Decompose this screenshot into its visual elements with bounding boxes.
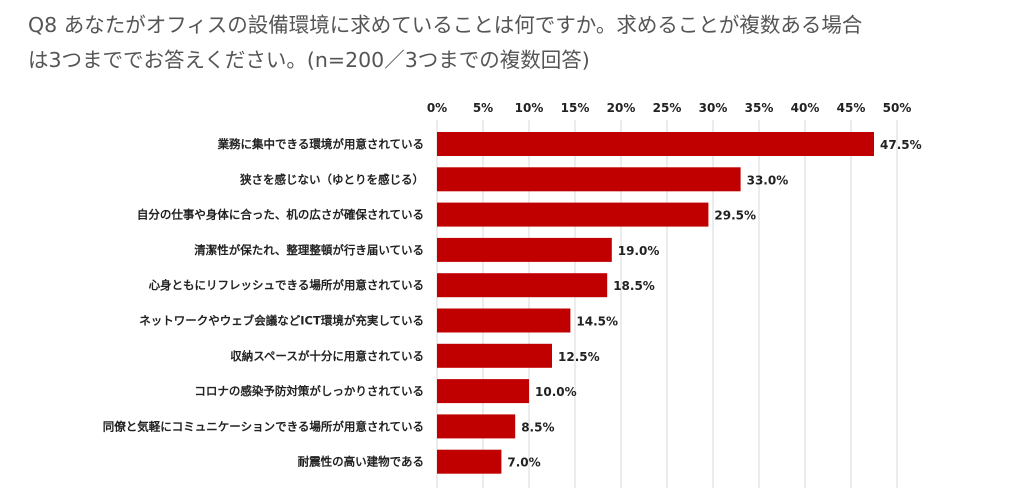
bar-chart: 0% 5% 10% 15% 20% 25% 30% 35% 40% 45% 50% 業務に集中できる… — [103, 101, 922, 488]
x-tick-label: 5% — [473, 101, 493, 115]
bar — [437, 202, 709, 227]
category-label: 清潔性が保たれ、整理整頓が行き届いている — [194, 243, 424, 257]
bar — [437, 273, 608, 298]
value-label: 14.5% — [576, 315, 618, 329]
x-tick-label: 30% — [699, 101, 728, 115]
category-label: コロナの感染予防対策がしっかりされている — [194, 384, 424, 398]
bar — [437, 414, 516, 439]
category-label: 耐震性の高い建物である — [298, 455, 424, 469]
category-label: 業務に集中できる環境が用意されている — [217, 137, 424, 151]
x-tick-label: 15% — [561, 101, 590, 115]
title-line-2: は3つまででお答えください。(n=200／3つまでの複数回答) — [28, 48, 590, 72]
x-tick-label: 25% — [653, 101, 682, 115]
value-label: 47.5% — [880, 138, 922, 152]
bar — [437, 167, 741, 192]
category-label: ネットワークやウェブ会議などICT環境が充実している — [139, 314, 424, 328]
value-labels: 47.5% 33.0% 29.5% 19.0% 18.5% 14.5% 12.5% 10.0%… — [507, 138, 921, 470]
x-tick-label: 45% — [837, 101, 866, 115]
x-tick-label: 20% — [607, 101, 636, 115]
value-label: 7.0% — [507, 456, 540, 470]
bar — [437, 237, 612, 262]
title-line-1: Q8 あなたがオフィスの設備環境に求めていることは何ですか。求めることが複数ある… — [28, 13, 863, 37]
value-label: 12.5% — [558, 350, 600, 364]
bar — [437, 132, 874, 156]
bar — [437, 308, 571, 333]
category-label: 心身ともにリフレッシュできる場所が用意されている — [149, 278, 424, 292]
category-label: 同僚と気軽にコミュニケーションできる場所が用意されている — [103, 419, 424, 433]
value-label: 8.5% — [521, 420, 554, 434]
bar — [437, 343, 552, 368]
value-label: 10.0% — [535, 385, 577, 399]
x-tick-label: 40% — [791, 101, 820, 115]
category-label: 自分の仕事や身体に合った、机の広さが確保されている — [137, 208, 424, 222]
value-label: 29.5% — [714, 209, 756, 223]
value-label: 33.0% — [747, 173, 789, 187]
chart-title: Q8 あなたがオフィスの設備環境に求めていることは何ですか。求めることが複数ある… — [28, 8, 1008, 78]
category-label: 狭さを感じない（ゆとりを感じる） — [239, 172, 424, 186]
x-tick-label: 35% — [745, 101, 774, 115]
x-axis-ticks: 0% 5% 10% 15% 20% 25% 30% 35% 40% 45% 50% — [427, 101, 912, 115]
value-label: 18.5% — [613, 279, 655, 293]
x-tick-label: 0% — [427, 101, 447, 115]
x-tick-label: 50% — [883, 101, 912, 115]
bar — [437, 449, 502, 474]
category-label: 収納スペースが十分に用意されている — [230, 349, 424, 363]
value-label: 19.0% — [618, 244, 660, 258]
x-tick-label: 10% — [515, 101, 544, 115]
bars — [437, 132, 874, 474]
bar — [437, 379, 529, 404]
